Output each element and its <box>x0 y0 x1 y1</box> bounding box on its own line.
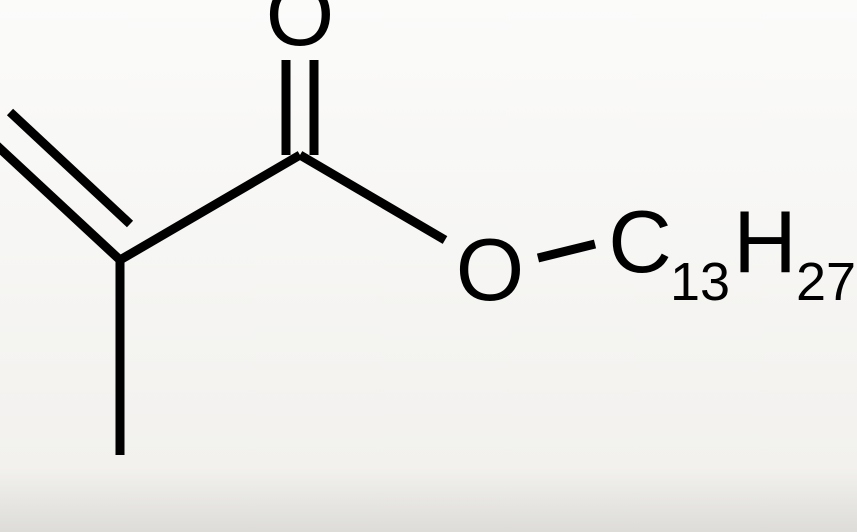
sub-c13: 13 <box>670 252 730 312</box>
c-o-ester-bond <box>300 155 445 240</box>
carbonyl-double-bond <box>286 60 314 155</box>
atom-c: C <box>608 192 672 291</box>
sub-h27: 27 <box>796 252 856 312</box>
atom-o-ester: O <box>456 220 524 319</box>
vinyl-double-bond <box>0 112 130 260</box>
alkyl-group: C 13 H 27 <box>608 192 856 312</box>
atom-o-top: O <box>266 0 334 64</box>
o-r-bond <box>538 244 595 258</box>
atom-h: H <box>733 192 797 291</box>
molecule-canvas: O O C 13 H 27 <box>0 0 857 532</box>
c-c-bond <box>120 155 300 260</box>
